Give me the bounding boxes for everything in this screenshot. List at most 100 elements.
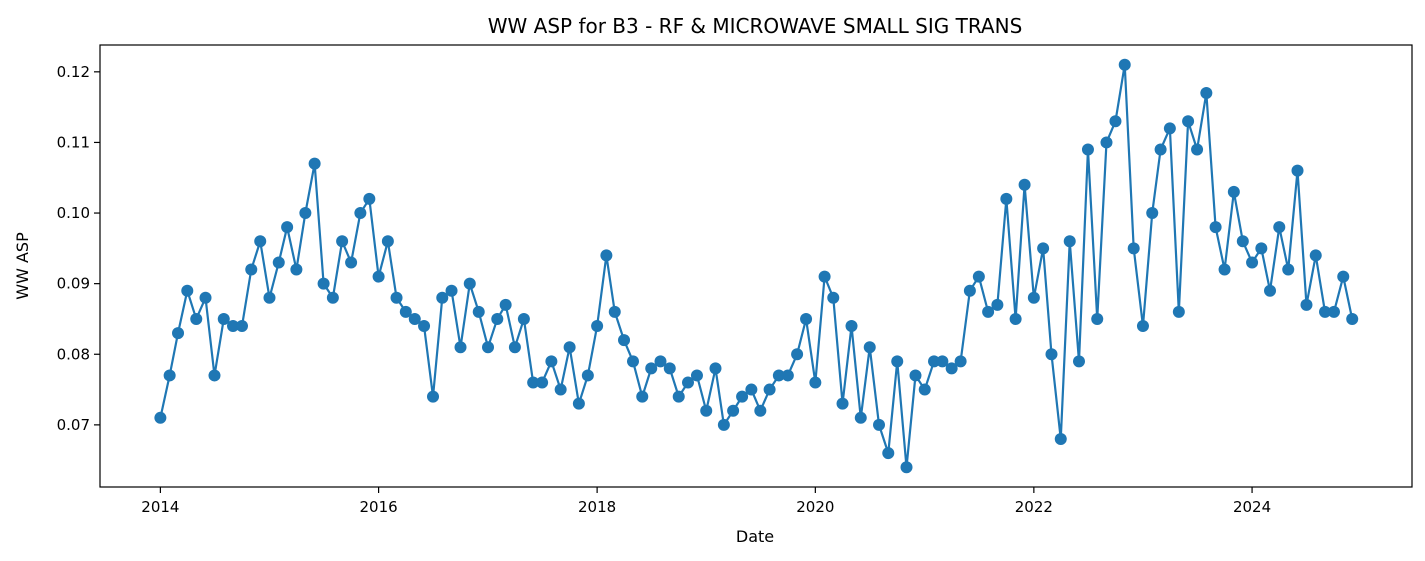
data-point-117 <box>1218 263 1231 276</box>
data-point-85 <box>928 355 941 368</box>
data-point-71 <box>800 312 813 325</box>
data-point-39 <box>508 341 521 354</box>
x-tick-label-0: 2014 <box>141 498 179 516</box>
data-point-49 <box>600 249 613 262</box>
data-point-96 <box>1027 291 1040 304</box>
data-point-64 <box>736 390 749 403</box>
data-point-45 <box>563 341 576 354</box>
data-point-34 <box>463 277 476 290</box>
data-point-90 <box>972 270 985 283</box>
x-tick-label-1: 2016 <box>360 498 398 516</box>
data-point-128 <box>1319 305 1332 318</box>
data-point-81 <box>891 355 904 368</box>
data-point-47 <box>581 369 594 382</box>
data-point-56 <box>663 362 676 375</box>
data-point-91 <box>982 305 995 318</box>
data-point-104 <box>1100 136 1113 149</box>
data-point-92 <box>991 298 1004 311</box>
data-point-60 <box>700 404 713 417</box>
x-tick-label-2: 2018 <box>578 498 616 516</box>
data-point-93 <box>1000 192 1013 205</box>
data-point-28 <box>408 312 421 325</box>
data-point-50 <box>608 305 621 318</box>
data-point-20 <box>336 235 349 248</box>
data-point-75 <box>836 397 849 410</box>
data-point-122 <box>1264 284 1277 297</box>
data-point-29 <box>418 320 431 333</box>
data-point-98 <box>1045 348 1058 361</box>
plot-frame <box>99 44 1413 488</box>
y-tick-label-2: 0.09 <box>57 275 90 293</box>
data-point-43 <box>545 355 558 368</box>
data-point-108 <box>1136 320 1149 333</box>
data-point-61 <box>709 362 722 375</box>
data-point-124 <box>1282 263 1295 276</box>
data-point-101 <box>1072 355 1085 368</box>
data-point-42 <box>536 376 549 389</box>
x-axis-label: Date <box>736 527 774 546</box>
data-point-48 <box>591 320 604 333</box>
data-point-52 <box>626 355 639 368</box>
data-point-59 <box>690 369 703 382</box>
data-point-127 <box>1309 249 1322 262</box>
data-point-73 <box>818 270 831 283</box>
data-point-21 <box>345 256 358 269</box>
chart-title: WW ASP for B3 - RF & MICROWAVE SMALL SIG… <box>488 14 1023 38</box>
data-point-119 <box>1236 235 1249 248</box>
x-axis: 2014 2016 2018 2020 2022 2024 <box>141 487 1271 516</box>
data-point-83 <box>909 369 922 382</box>
data-point-69 <box>781 369 794 382</box>
data-point-72 <box>809 376 822 389</box>
data-point-116 <box>1209 221 1222 234</box>
data-point-30 <box>427 390 440 403</box>
data-point-80 <box>882 447 895 460</box>
data-point-35 <box>472 305 485 318</box>
data-point-70 <box>791 348 804 361</box>
data-point-41 <box>527 376 540 389</box>
data-point-62 <box>717 418 730 431</box>
y-tick-label-3: 0.10 <box>57 204 90 222</box>
data-point-88 <box>954 355 967 368</box>
data-point-40 <box>517 312 530 325</box>
data-point-6 <box>208 369 221 382</box>
data-point-95 <box>1018 178 1031 191</box>
data-point-37 <box>491 312 504 325</box>
data-point-131 <box>1346 312 1359 325</box>
data-point-19 <box>326 291 339 304</box>
series-markers <box>154 58 1359 474</box>
data-point-65 <box>745 383 758 396</box>
data-point-25 <box>381 235 394 248</box>
data-point-89 <box>963 284 976 297</box>
data-point-5 <box>199 291 212 304</box>
data-point-125 <box>1291 164 1304 177</box>
data-point-9 <box>235 320 248 333</box>
x-tick-label-3: 2020 <box>796 498 834 516</box>
data-point-107 <box>1127 242 1140 255</box>
data-point-17 <box>308 157 321 170</box>
data-point-76 <box>845 320 858 333</box>
data-point-44 <box>554 383 567 396</box>
data-point-53 <box>636 390 649 403</box>
data-point-126 <box>1300 298 1313 311</box>
data-point-13 <box>272 256 285 269</box>
data-point-78 <box>863 341 876 354</box>
data-point-106 <box>1118 58 1131 71</box>
data-point-12 <box>263 291 276 304</box>
data-point-67 <box>763 383 776 396</box>
data-point-32 <box>445 284 458 297</box>
data-point-109 <box>1146 207 1159 220</box>
data-point-97 <box>1037 242 1050 255</box>
data-point-58 <box>681 376 694 389</box>
data-point-2 <box>172 327 185 340</box>
data-point-11 <box>254 235 267 248</box>
data-point-94 <box>1009 312 1022 325</box>
data-point-123 <box>1273 221 1286 234</box>
data-point-100 <box>1063 235 1076 248</box>
data-point-86 <box>936 355 949 368</box>
data-point-110 <box>1154 143 1167 156</box>
data-point-8 <box>227 320 240 333</box>
data-point-121 <box>1255 242 1268 255</box>
x-tick-label-5: 2024 <box>1233 498 1271 516</box>
data-point-33 <box>454 341 467 354</box>
